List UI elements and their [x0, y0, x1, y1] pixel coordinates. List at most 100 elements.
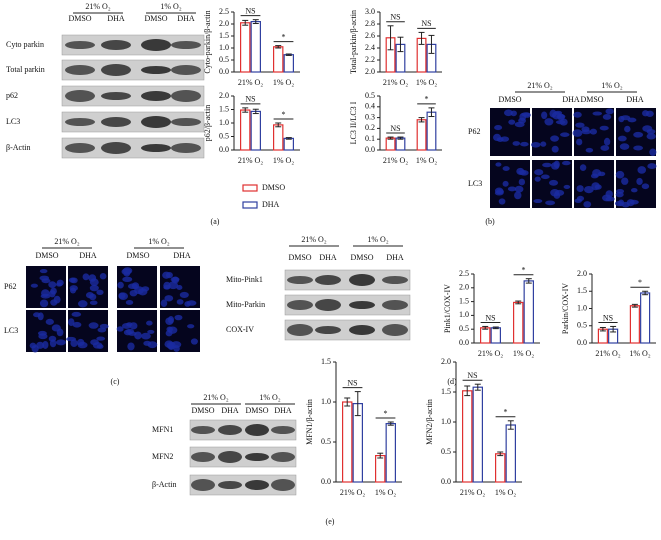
- nucleus: [69, 287, 77, 294]
- y-tick-label: 2.0: [459, 283, 469, 292]
- nucleus: [534, 176, 541, 182]
- bar: [240, 22, 251, 73]
- nucleus: [621, 177, 629, 185]
- nucleus: [627, 117, 637, 123]
- nucleus: [498, 198, 506, 205]
- nucleus: [89, 278, 99, 286]
- y-tick-label: 1.5: [577, 286, 587, 295]
- error-bar: [599, 326, 606, 332]
- error-bar: [354, 391, 361, 417]
- x-tick-label: 21% O₂: [383, 156, 408, 165]
- blot-band: [101, 40, 131, 50]
- bar: [283, 54, 295, 73]
- nucleus: [55, 339, 66, 346]
- nucleus: [540, 141, 547, 147]
- error-bar: [344, 397, 351, 407]
- blot-band: [271, 479, 295, 491]
- bar: [416, 119, 427, 151]
- significance-label: NS: [390, 124, 400, 133]
- y-tick-label: 0.5: [441, 447, 451, 456]
- y-tick-label: 2.0: [219, 91, 229, 100]
- row-label: Mito-Pink1: [226, 275, 263, 284]
- y-tick-label: 1.5: [219, 31, 229, 40]
- nucleus: [41, 289, 50, 297]
- y-axis-label: p62/β-actin: [203, 105, 212, 142]
- blot-strip: [284, 269, 411, 291]
- nucleus: [597, 171, 606, 177]
- nucleus: [544, 118, 554, 126]
- y-tick-label: 0.1: [365, 134, 375, 143]
- nucleus: [602, 114, 612, 120]
- row-label: β-Actin: [152, 480, 177, 489]
- nucleus: [649, 148, 657, 156]
- nucleus: [552, 111, 562, 120]
- blot-band: [141, 91, 171, 101]
- nucleus: [99, 273, 107, 280]
- y-tick-label: 1.0: [577, 303, 587, 312]
- blot-strip: [189, 446, 297, 468]
- nucleus: [503, 109, 513, 117]
- y-tick-label: 2.4: [365, 43, 375, 52]
- nucleus: [619, 143, 630, 150]
- significance-label: *: [504, 408, 508, 417]
- error-bar: [482, 325, 489, 330]
- nucleus: [629, 199, 639, 205]
- nucleus: [118, 292, 126, 299]
- x-tick-label: 21% O₂: [238, 156, 263, 165]
- significance-label: *: [282, 32, 286, 41]
- x-tick-label: 21% O₂: [383, 78, 408, 87]
- error-bar: [387, 421, 394, 426]
- nucleus: [545, 200, 556, 206]
- bar: [250, 110, 262, 151]
- nucleus: [615, 170, 625, 179]
- nucleus: [646, 133, 656, 140]
- y-tick-label: 0.2: [365, 123, 375, 132]
- lane-label: DHA: [386, 253, 404, 262]
- nucleus: [512, 141, 521, 146]
- lane-label: DMSO: [126, 251, 149, 260]
- error-bar: [275, 122, 282, 128]
- legend-swatch: [242, 201, 258, 209]
- bar: [472, 386, 484, 483]
- x-tick-label: 1% O₂: [416, 78, 437, 87]
- condition-label: 21% O₂: [301, 235, 326, 244]
- blot-band: [218, 481, 242, 489]
- nucleus: [39, 275, 50, 281]
- nucleus: [518, 178, 526, 186]
- bar: [640, 292, 651, 344]
- nucleus: [33, 312, 41, 318]
- nucleus: [126, 322, 133, 327]
- condition-label: 21% O₂: [85, 2, 110, 11]
- nucleus: [90, 339, 99, 346]
- nucleus: [502, 166, 510, 171]
- y-tick-label: 0.5: [577, 321, 587, 330]
- bar: [512, 301, 524, 344]
- lane-label: DHA: [562, 95, 580, 104]
- nucleus: [521, 112, 531, 117]
- nucleus: [171, 276, 179, 284]
- bar: [273, 124, 284, 151]
- nucleus: [616, 188, 625, 194]
- y-tick-label: 0.5: [219, 131, 229, 140]
- error-bar: [387, 25, 394, 51]
- error-bar: [285, 137, 292, 140]
- y-tick-label: 0.5: [321, 437, 331, 446]
- x-tick-label: 1% O₂: [629, 349, 650, 358]
- nucleus: [551, 145, 559, 153]
- blot-band: [171, 118, 201, 126]
- row-label: LC3: [6, 117, 20, 126]
- nucleus: [48, 281, 57, 288]
- condition-label: 21% O₂: [527, 81, 552, 90]
- nucleus: [165, 330, 173, 337]
- significance-label: NS: [467, 371, 477, 380]
- blot-strip: [61, 59, 205, 81]
- error-bar: [397, 36, 404, 53]
- blot-band: [101, 92, 131, 100]
- lane-label: DHA: [221, 406, 239, 415]
- nucleus: [143, 340, 152, 346]
- nucleus: [496, 137, 504, 142]
- blot-band: [101, 64, 131, 76]
- nucleus: [56, 328, 64, 337]
- nucleus: [553, 192, 561, 199]
- lane-label: DHA: [177, 14, 195, 23]
